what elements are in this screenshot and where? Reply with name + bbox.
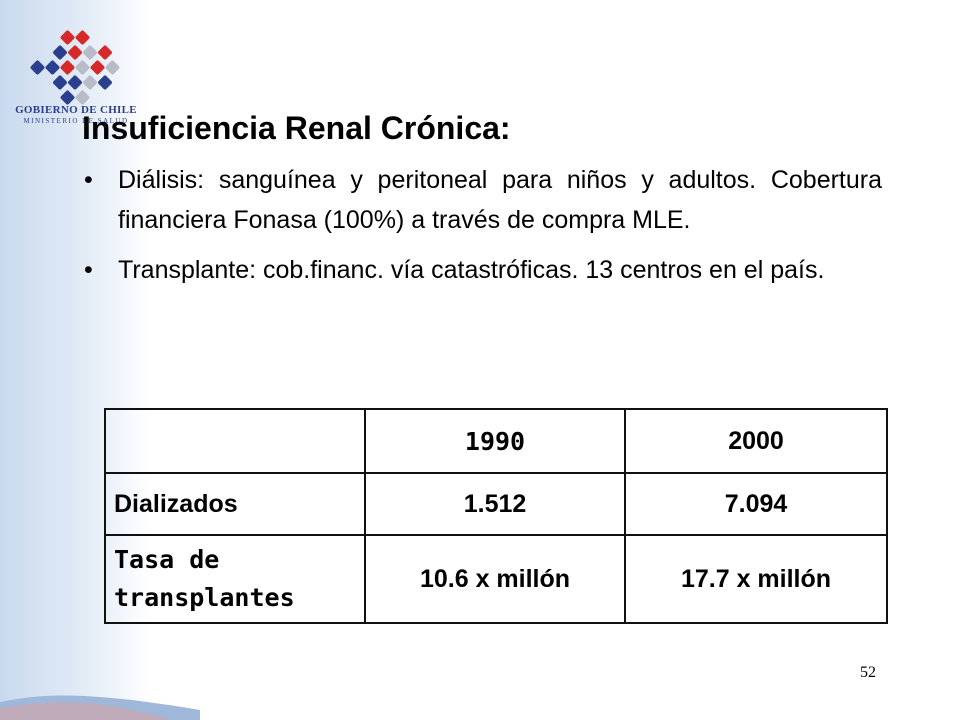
logo-tile [98, 75, 112, 90]
row-label-tasa-de-transplantes: Tasa de transplantes [104, 534, 366, 624]
table-header-row: 1990 2000 [104, 408, 888, 474]
logo-tile [60, 60, 75, 75]
logo-tile [30, 60, 45, 75]
logo-tile [83, 45, 97, 60]
logo-tile [98, 45, 112, 60]
logo-tile [105, 60, 120, 75]
cell-tasa-1990: 10.6 x millón [364, 534, 626, 624]
bullet-text: Diálisis: sanguínea y peritoneal para ni… [118, 166, 882, 234]
row-label-line1: Tasa de [114, 545, 220, 574]
logo-tile [68, 45, 82, 60]
table-header-2000: 2000 [624, 408, 888, 474]
bullet-marker: • [84, 256, 93, 284]
logo-line2: MINISTERIO DE SALUD [23, 117, 129, 125]
bullet-transplant: • Transplante: cob.financ. vía catastróf… [82, 250, 882, 290]
logo-tile [60, 30, 75, 45]
page-number: 52 [860, 664, 876, 681]
logo-tile [75, 60, 90, 75]
logo-tile [68, 75, 82, 90]
slide-title: Insuficiencia Renal Crónica: [82, 110, 511, 146]
bottom-wave-decoration [0, 695, 200, 720]
cell-dializados-1990: 1.512 [364, 472, 626, 536]
bullet-list: • Diálisis: sanguínea y peritoneal para … [82, 160, 882, 300]
bullet-text: Transplante: cob.financ. vía catastrófic… [118, 256, 825, 284]
table-row: Tasa de transplantes 10.6 x millón 17.7 … [104, 534, 888, 624]
logo-tile [90, 60, 105, 75]
logo-tile [75, 30, 90, 45]
row-label-dializados: Dializados [104, 472, 366, 536]
logo-tile [60, 90, 75, 105]
cell-dializados-2000: 7.094 [624, 472, 888, 536]
table-header-empty [104, 408, 366, 474]
logo-wordmark: GOBIERNO DE CHILE MINISTERIO DE SALUD [14, 104, 138, 125]
data-table: 1990 2000 Dializados 1.512 7.094 Tasa de… [104, 408, 888, 624]
logo-tile [83, 75, 97, 90]
logo-tile [53, 75, 67, 90]
logo-tile [75, 90, 90, 105]
logo-tile [53, 45, 67, 60]
table-header-1990: 1990 [364, 408, 626, 474]
gobierno-de-chile-logo-icon [30, 30, 120, 105]
logo-line1: GOBIERNO DE CHILE [15, 104, 137, 116]
row-label-line2: transplantes [114, 583, 295, 612]
cell-tasa-2000: 17.7 x millón [624, 534, 888, 624]
table-row: Dializados 1.512 7.094 [104, 472, 888, 536]
logo-tile [45, 60, 60, 75]
bullet-dialysis: • Diálisis: sanguínea y peritoneal para … [82, 160, 882, 240]
bullet-marker: • [84, 166, 93, 194]
